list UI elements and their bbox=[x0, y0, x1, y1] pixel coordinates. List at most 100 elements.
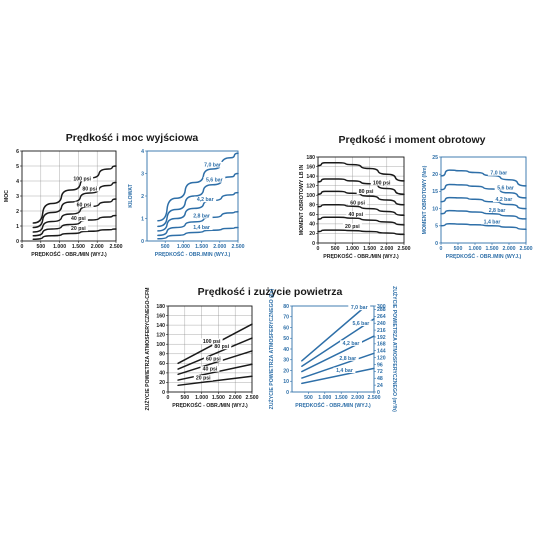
y-tick-label: 4 bbox=[141, 149, 144, 155]
series-label: 80 psi bbox=[82, 187, 97, 193]
y-right-tick-label: 144 bbox=[377, 349, 386, 355]
y-tick-label: 10 bbox=[432, 206, 438, 212]
y-tick-label: 2 bbox=[141, 194, 144, 200]
y-tick-label: 25 bbox=[432, 155, 438, 161]
series-label: 7,0 bar bbox=[490, 171, 507, 177]
series-line bbox=[301, 352, 375, 379]
series-label-bg bbox=[333, 367, 356, 374]
series-label-bg bbox=[68, 225, 88, 232]
series-label: 60 psi bbox=[206, 357, 221, 363]
series-label: 20 psi bbox=[345, 224, 360, 230]
x-tick-label: 2.500 bbox=[232, 244, 245, 250]
series-line bbox=[301, 305, 367, 362]
series-label-bg bbox=[346, 211, 366, 218]
series-label-bg bbox=[203, 176, 226, 183]
x-tick-label: 1.000 bbox=[346, 246, 359, 252]
series-line bbox=[440, 169, 527, 187]
y-right-tick-label: 96 bbox=[377, 362, 383, 368]
series-label-bg bbox=[348, 199, 368, 206]
series-label: 1,4 bar bbox=[193, 225, 210, 231]
series-label-bg bbox=[492, 196, 515, 203]
series-label: 1,4 bar bbox=[336, 368, 353, 374]
y-tick-label: 20 bbox=[432, 172, 438, 178]
y-tick-label: 40 bbox=[309, 222, 315, 228]
series-label-bg bbox=[486, 207, 509, 213]
series-label-bg bbox=[356, 188, 376, 195]
plot-frame bbox=[167, 305, 253, 393]
series-line bbox=[301, 318, 375, 367]
x-tick-label: 2.000 bbox=[503, 246, 516, 252]
series-label-bg bbox=[336, 355, 359, 361]
y-tick-label: 0 bbox=[435, 241, 438, 247]
series-line bbox=[317, 190, 405, 206]
y-right-tick-label: 240 bbox=[377, 321, 386, 327]
series-label: 40 psi bbox=[71, 216, 86, 222]
series-label-bg bbox=[370, 180, 393, 186]
y-tick-label: 6 bbox=[16, 149, 19, 155]
plot-frame bbox=[440, 156, 527, 244]
y-tick-label: 30 bbox=[283, 358, 289, 364]
series-label: 1,4 bar bbox=[484, 219, 501, 225]
x-axis-label: PRĘDKOŚĆ - OBR./MIN (WYJ.) bbox=[31, 250, 107, 258]
series-label: 40 psi bbox=[203, 367, 218, 373]
series-label-bg bbox=[212, 343, 232, 350]
y-tick-label: 1 bbox=[141, 216, 144, 222]
series-line bbox=[317, 229, 405, 236]
series-line bbox=[32, 228, 117, 240]
y-tick-label: 60 bbox=[283, 325, 289, 331]
series-label-bg bbox=[190, 212, 213, 219]
y-tick-label: 0 bbox=[162, 390, 165, 396]
y-tick-label: 80 bbox=[309, 203, 315, 209]
y-tick-label: 80 bbox=[283, 304, 289, 310]
y-tick-label: 50 bbox=[283, 336, 289, 342]
y-tick-label: 40 bbox=[283, 347, 289, 353]
series-label-bg bbox=[80, 185, 100, 192]
series-label: 7,0 bar bbox=[351, 305, 368, 311]
x-tick-label: 2.000 bbox=[91, 244, 104, 250]
series-label: 40 psi bbox=[348, 212, 363, 218]
y-tick-label: 3 bbox=[16, 194, 19, 200]
y-tick-label: 80 bbox=[159, 352, 165, 358]
y-tick-label: 2 bbox=[16, 209, 19, 215]
series-line bbox=[317, 161, 405, 182]
series-line bbox=[157, 211, 239, 237]
x-tick-label: 1.000 bbox=[318, 395, 331, 401]
y-tick-label: 20 bbox=[159, 380, 165, 386]
series-label: 20 psi bbox=[196, 376, 211, 382]
series-line bbox=[157, 226, 239, 240]
x-tick-label: 1.500 bbox=[363, 246, 376, 252]
series-line bbox=[317, 204, 405, 217]
x-tick-label: 500 bbox=[331, 246, 340, 252]
x-axis-label: PRĘDKOŚĆ - OBR./MIN (WYJ.) bbox=[295, 401, 371, 409]
x-tick-label: 0 bbox=[317, 246, 320, 252]
series-label-bg bbox=[68, 215, 88, 222]
chart-power-psi: 0 500 1.000 1.500 2.000 2.500 0 1 2 3 4 5 6 PRĘDKOŚĆ … bbox=[4, 149, 123, 258]
series-label-bg bbox=[74, 201, 94, 208]
series-label-bg bbox=[349, 320, 372, 326]
x-axis-label: PRĘDKOŚĆ - OBR./MIN (WYJ.) bbox=[323, 252, 399, 260]
series-label: 4,2 bar bbox=[496, 197, 513, 203]
x-tick-label: 500 bbox=[180, 395, 189, 401]
x-tick-label: 0 bbox=[21, 244, 24, 250]
y-tick-label: 5 bbox=[16, 164, 19, 170]
chart-air-bar: 500 1.000 1.500 2.000 2.50001020304050607080… bbox=[268, 286, 398, 412]
y-tick-label: 0 bbox=[286, 390, 289, 396]
y-tick-label: 40 bbox=[159, 371, 165, 377]
series-label-bg bbox=[340, 340, 362, 346]
x-tick-label: 1.000 bbox=[469, 246, 482, 252]
series-line bbox=[177, 375, 253, 387]
x-axis-label: PRĘDKOŚĆ - OBR./MIN (WYJ.) bbox=[446, 252, 522, 260]
series-label: 2,8 bar bbox=[489, 208, 506, 214]
x-tick-label: 1.500 bbox=[335, 395, 348, 401]
series-label-bg bbox=[190, 224, 213, 231]
y-tick-label: 70 bbox=[283, 315, 289, 321]
y-tick-label: 0 bbox=[16, 239, 19, 245]
series-line bbox=[440, 222, 527, 230]
plot-frame bbox=[291, 305, 375, 393]
series-label: 4,2 bar bbox=[197, 197, 214, 203]
y-right-axis-label: ZUŻYCIE POWIETRZA ATMOSFERYCZNEGO (m³/h) bbox=[391, 286, 398, 412]
x-tick-label: 500 bbox=[304, 395, 313, 401]
y-tick-label: 1 bbox=[16, 224, 19, 230]
y-right-tick-label: 264 bbox=[377, 314, 386, 320]
y-right-tick-label: 168 bbox=[377, 342, 386, 348]
